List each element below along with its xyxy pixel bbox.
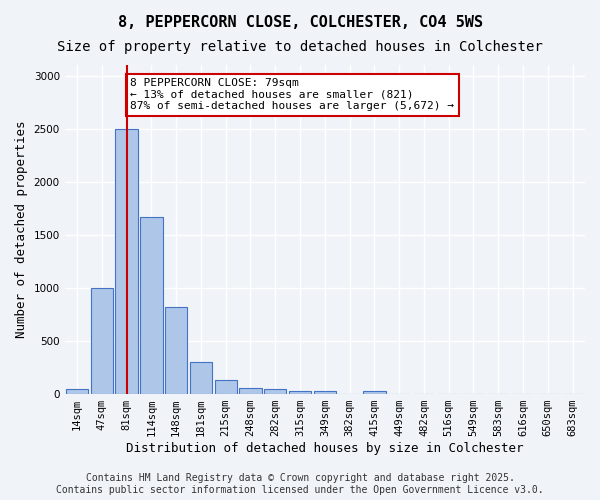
Text: 8, PEPPERCORN CLOSE, COLCHESTER, CO4 5WS: 8, PEPPERCORN CLOSE, COLCHESTER, CO4 5WS [118, 15, 482, 30]
Bar [289, 391, 311, 394]
Y-axis label: Number of detached properties: Number of detached properties [15, 121, 28, 338]
Bar [190, 362, 212, 394]
Bar [264, 389, 286, 394]
Bar [165, 307, 187, 394]
X-axis label: Distribution of detached houses by size in Colchester: Distribution of detached houses by size … [126, 442, 524, 455]
Bar [91, 288, 113, 394]
Text: 8 PEPPERCORN CLOSE: 79sqm
← 13% of detached houses are smaller (821)
87% of semi: 8 PEPPERCORN CLOSE: 79sqm ← 13% of detac… [130, 78, 454, 112]
Bar [239, 388, 262, 394]
Bar [363, 392, 386, 394]
Bar [140, 217, 163, 394]
Text: Contains HM Land Registry data © Crown copyright and database right 2025.
Contai: Contains HM Land Registry data © Crown c… [56, 474, 544, 495]
Bar [66, 389, 88, 394]
Text: Size of property relative to detached houses in Colchester: Size of property relative to detached ho… [57, 40, 543, 54]
Bar [115, 128, 138, 394]
Bar [215, 380, 237, 394]
Bar [314, 392, 336, 394]
